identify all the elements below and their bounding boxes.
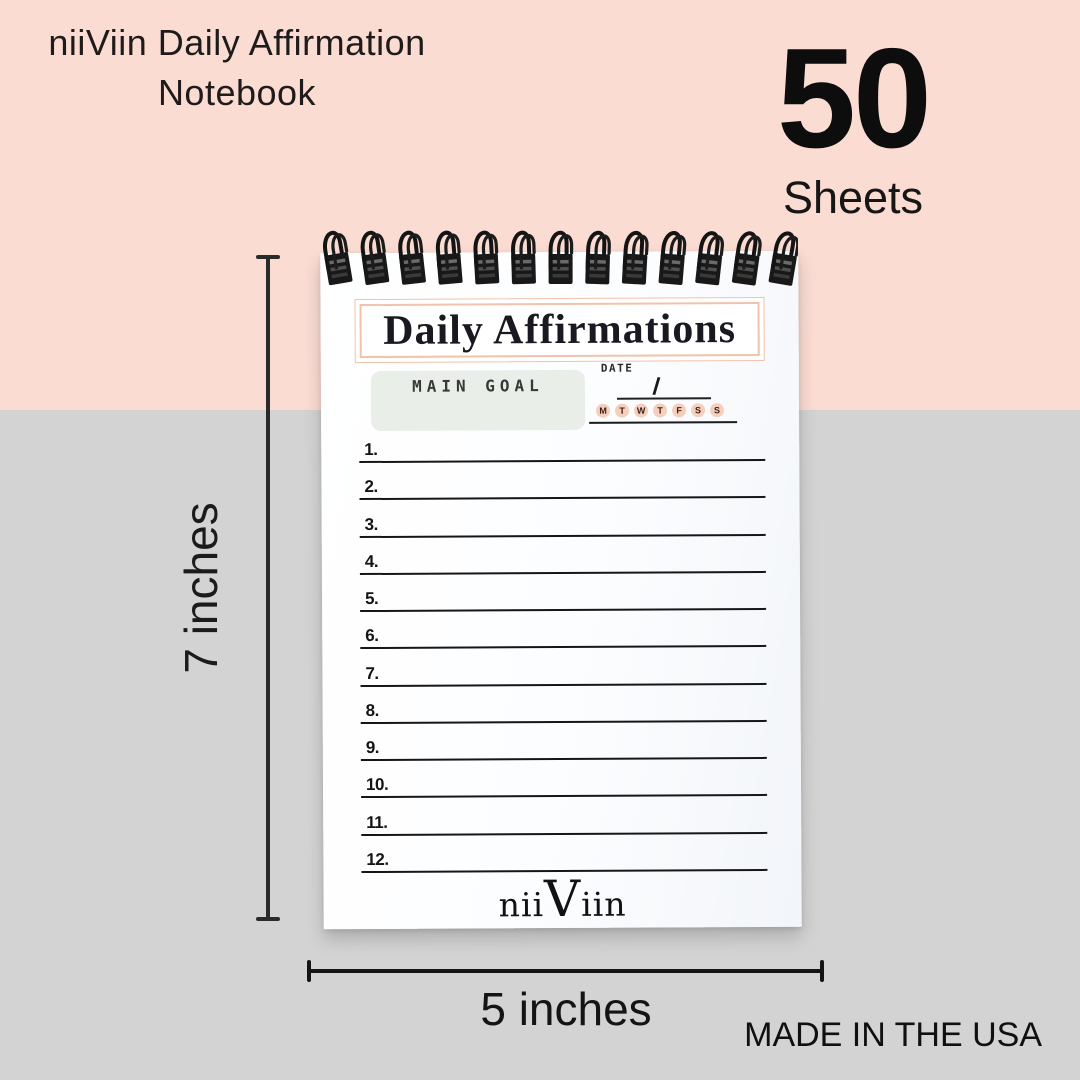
sheets-label: Sheets [782, 172, 924, 223]
affirmation-number: 11. [366, 812, 388, 832]
day-circle-3: T [653, 403, 668, 418]
product-title-line1: niiViin Daily Affirmation [48, 22, 426, 63]
spiral-coil [323, 230, 353, 286]
affirmation-line-2: 2. [359, 470, 766, 501]
affirmation-line-7: 7. [360, 656, 767, 687]
affirmation-line-5: 5. [359, 582, 767, 613]
affirmation-number: 10. [365, 775, 389, 795]
days-underline [589, 421, 738, 424]
date-label: DATE [600, 361, 634, 375]
spiral-coil [435, 230, 463, 285]
spiral-coil [360, 230, 390, 285]
affirmation-line-9: 9. [360, 731, 767, 762]
height-dimension-line [266, 257, 270, 919]
affirmation-line-6: 6. [360, 619, 767, 650]
spiral-coil [768, 231, 798, 286]
width-dimension-cap-left [307, 960, 311, 982]
date-line [616, 397, 712, 400]
day-circle-1: T [615, 403, 630, 418]
main-goal-label: MAIN GOAL [412, 376, 544, 396]
height-dimension-cap-top [256, 255, 280, 259]
affirmation-number: 3. [364, 514, 378, 534]
spiral-coil [621, 231, 649, 285]
width-label: 5 inches [480, 983, 652, 1035]
spiral-coil [511, 230, 536, 285]
day-circle-4: F [672, 403, 687, 418]
affirmation-number: 6. [365, 626, 379, 646]
affirmation-line-11: 11. [361, 805, 768, 836]
affirmation-number: 9. [365, 738, 380, 758]
affirmation-number: 1. [364, 439, 378, 460]
spiral-coil [548, 230, 574, 284]
height-dimension-cap-bottom [256, 917, 280, 921]
spiral-coil [398, 230, 426, 285]
day-circle-5: S [691, 403, 706, 418]
page-title-frame: Daily Affirmations [354, 296, 765, 364]
affirmation-number: 8. [365, 700, 379, 720]
affirmation-number: 5. [364, 589, 379, 609]
brand-logo: niiViin [323, 869, 801, 930]
spiral-coil [731, 231, 762, 286]
brand-suffix: iin [581, 884, 627, 924]
product-title: niiViin Daily Affirmation Notebook [8, 18, 466, 117]
product-title-line2: Notebook [157, 71, 317, 113]
affirmation-line-8: 8. [360, 693, 767, 724]
day-circle-0: M [596, 403, 611, 418]
page-title-frame-inner: Daily Affirmations [359, 301, 760, 359]
sheets-count: 50 [777, 19, 932, 178]
affirmation-line-10: 10. [360, 768, 768, 799]
brand-capital: V [543, 869, 582, 929]
day-circle-2: W [634, 403, 649, 418]
width-dimension-cap-right [820, 960, 824, 982]
width-dimension-line [309, 969, 822, 973]
affirmation-number: 2. [364, 477, 378, 497]
affirmation-number: 7. [365, 663, 379, 683]
affirmation-line-1: 1. [359, 432, 766, 464]
brand-prefix: nii [498, 885, 545, 925]
day-circle-6: S [710, 403, 725, 418]
affirmation-line-3: 3. [359, 507, 766, 538]
page-title: Daily Affirmations [383, 306, 737, 354]
affirmation-line-4: 4. [359, 544, 766, 575]
main-goal-box: MAIN GOAL [370, 369, 586, 431]
height-label: 7 inches [175, 502, 227, 674]
spiral-coil [658, 231, 687, 285]
made-in-usa-label: MADE IN THE USA [744, 1016, 1042, 1054]
spiral-binding [323, 230, 798, 286]
affirmation-number: 12. [366, 849, 389, 869]
sheets-badge: 50 Sheets [748, 28, 958, 224]
spiral-coil [585, 231, 611, 285]
spiral-coil [473, 230, 500, 285]
affirmation-number: 4. [364, 551, 379, 571]
spiral-coil [695, 231, 724, 286]
